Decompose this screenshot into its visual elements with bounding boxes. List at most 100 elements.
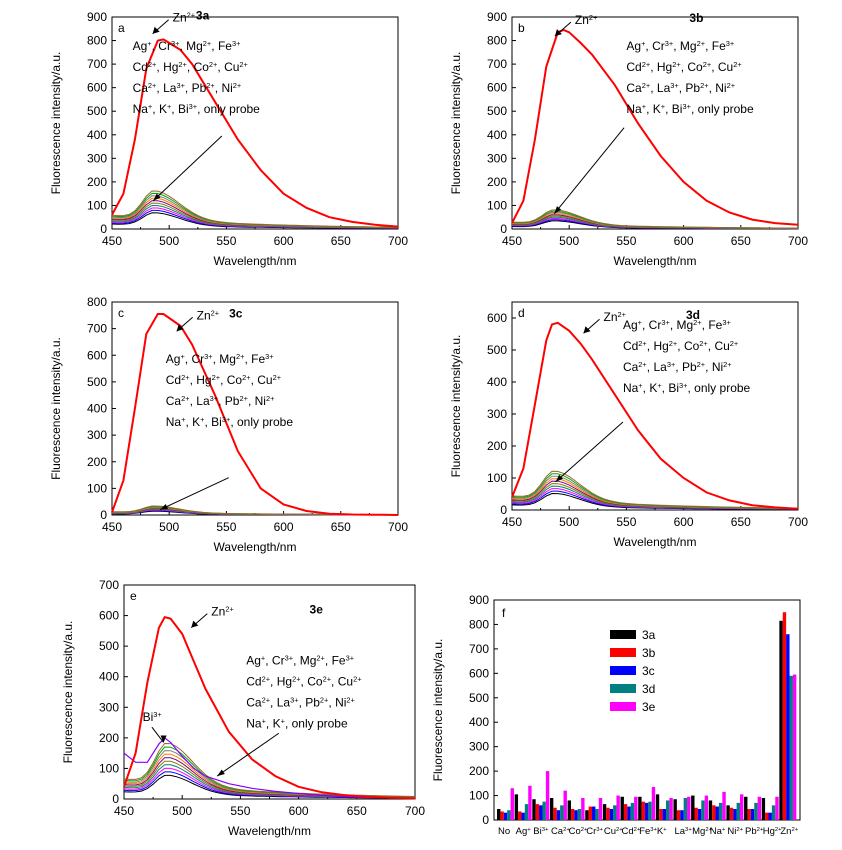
- bar-3d: [595, 809, 599, 820]
- bar-3e: [651, 787, 656, 820]
- y-tick-label: 0: [112, 792, 119, 806]
- bar-3c: [697, 809, 702, 820]
- probe-arrow-head: [554, 206, 562, 214]
- y-tick-label: 800: [87, 34, 107, 48]
- bi-label: Bi3+: [143, 710, 162, 725]
- bi-arrow-head: [160, 735, 167, 743]
- legend-label: 3b: [642, 646, 656, 660]
- bar-3e: [775, 796, 779, 820]
- zn-curve: [111, 38, 399, 228]
- zn-curve: [511, 321, 799, 510]
- category-label: Cd2+: [622, 826, 641, 837]
- compound-label: 3b: [689, 11, 703, 25]
- category-label: Ca2+: [551, 826, 570, 837]
- x-axis-label: Wavelength/nm: [228, 824, 311, 838]
- category-label: Cu2+: [604, 826, 623, 837]
- y-tick-label: 200: [87, 455, 107, 469]
- compound-label: 3c: [229, 306, 243, 320]
- y-tick-label: 300: [99, 700, 119, 714]
- bar-3a: [726, 805, 730, 820]
- y-tick-label: 600: [87, 81, 107, 95]
- x-tick-label: 650: [347, 804, 367, 818]
- bar-3e: [792, 674, 797, 820]
- bar-3e: [510, 788, 514, 820]
- y-tick-label: 600: [487, 81, 507, 95]
- x-tick-label: 650: [731, 234, 751, 248]
- zn-label: Zn2+: [211, 604, 234, 619]
- y-tick-label: 900: [487, 10, 507, 24]
- panel-letter: c: [118, 306, 124, 320]
- x-tick-label: 600: [274, 234, 294, 248]
- ion-list-line: Cd2+, Hg2+, Co2+, Cu2+: [623, 339, 738, 354]
- y-tick-label: 500: [469, 691, 489, 705]
- probe-arrow: [152, 135, 223, 202]
- x-axis-label: Wavelength/nm: [214, 254, 297, 268]
- probe-arrow: [216, 732, 280, 777]
- bar-3d: [524, 804, 529, 820]
- ion-list-line: Ag+, Cr3+, Mg2+, Fe3+: [623, 318, 731, 333]
- ion-list-line: Cd2+, Hg2+, Co2+, Cu2+: [133, 59, 248, 74]
- bar-3c: [609, 809, 614, 820]
- bar-3a: [585, 810, 589, 820]
- compound-label: 3a: [196, 9, 210, 23]
- legend-label: 3a: [642, 628, 656, 642]
- bar-3e: [739, 794, 744, 820]
- bar-3c: [680, 810, 684, 820]
- y-tick-label: 600: [87, 348, 107, 362]
- x-tick-label: 550: [216, 520, 236, 534]
- y-tick-label: 400: [487, 375, 507, 389]
- bar-3c: [768, 812, 772, 820]
- category-label: Zn2+: [780, 826, 798, 837]
- legend-swatch: [610, 666, 636, 675]
- x-axis-label: Wavelength/nm: [614, 535, 697, 549]
- bar-3b: [747, 809, 751, 820]
- y-tick-label: 700: [87, 57, 107, 71]
- ion-list-line: Ag+, Cr3+, Mg2+, Fe3+: [166, 352, 274, 367]
- ion-list-line: Ca2+, La3+, Pb2+, Ni2+: [246, 695, 355, 710]
- y-tick-label: 200: [99, 731, 119, 745]
- x-tick-label: 650: [331, 234, 351, 248]
- y-tick-label: 300: [87, 428, 107, 442]
- legend-swatch: [610, 648, 636, 657]
- category-label: Pb2+: [745, 826, 764, 837]
- bar-3d: [736, 802, 740, 820]
- y-tick-label: 100: [487, 471, 507, 485]
- bar-3c: [521, 812, 525, 820]
- bar-3d: [630, 802, 635, 820]
- legend-swatch: [610, 630, 636, 639]
- probe-arrow: [159, 477, 229, 511]
- x-tick-label: 600: [674, 515, 694, 529]
- bar-3b: [553, 807, 557, 820]
- x-axis-label: Wavelength/nm: [614, 254, 697, 268]
- category-label: Ag+: [516, 826, 532, 837]
- probe-arrow-head: [153, 193, 161, 201]
- category-label: No: [498, 826, 510, 837]
- ion-list-line: Ag+, Cr3+, Mg2+, Fe3+: [626, 38, 734, 53]
- y-tick-label: 800: [87, 295, 107, 309]
- bar-3a: [549, 798, 554, 820]
- x-tick-label: 500: [559, 234, 579, 248]
- bar-3c: [715, 806, 719, 820]
- panel-f: 0 100 200 300 400 500 600 700 800 900 Fluorescence…: [431, 593, 801, 837]
- x-tick-label: 600: [289, 804, 309, 818]
- y-tick-label: 0: [100, 508, 107, 522]
- y-tick-label: 0: [500, 503, 507, 517]
- x-tick-label: 450: [502, 515, 522, 529]
- y-tick-label: 100: [87, 198, 107, 212]
- y-tick-label: 400: [99, 670, 119, 684]
- bar-3c: [539, 805, 543, 820]
- x-tick-label: 500: [559, 515, 579, 529]
- bar-3d: [507, 810, 511, 820]
- bar-3a: [691, 795, 695, 820]
- x-tick-label: 450: [102, 520, 122, 534]
- bar-3d: [683, 798, 688, 820]
- x-tick-label: 450: [502, 234, 522, 248]
- y-axis-label: Fluorescence intensity/a.u.: [61, 621, 75, 764]
- bar-3d: [771, 805, 776, 820]
- x-tick-label: 500: [159, 234, 179, 248]
- y-tick-label: 100: [99, 761, 119, 775]
- probe-arrow-head: [217, 769, 225, 777]
- x-tick-label: 700: [388, 234, 408, 248]
- bar-3d: [718, 802, 723, 820]
- panel-d: 450 500 550 600 650 700 0 100 200 300 400 500 600 Wav…: [449, 301, 808, 549]
